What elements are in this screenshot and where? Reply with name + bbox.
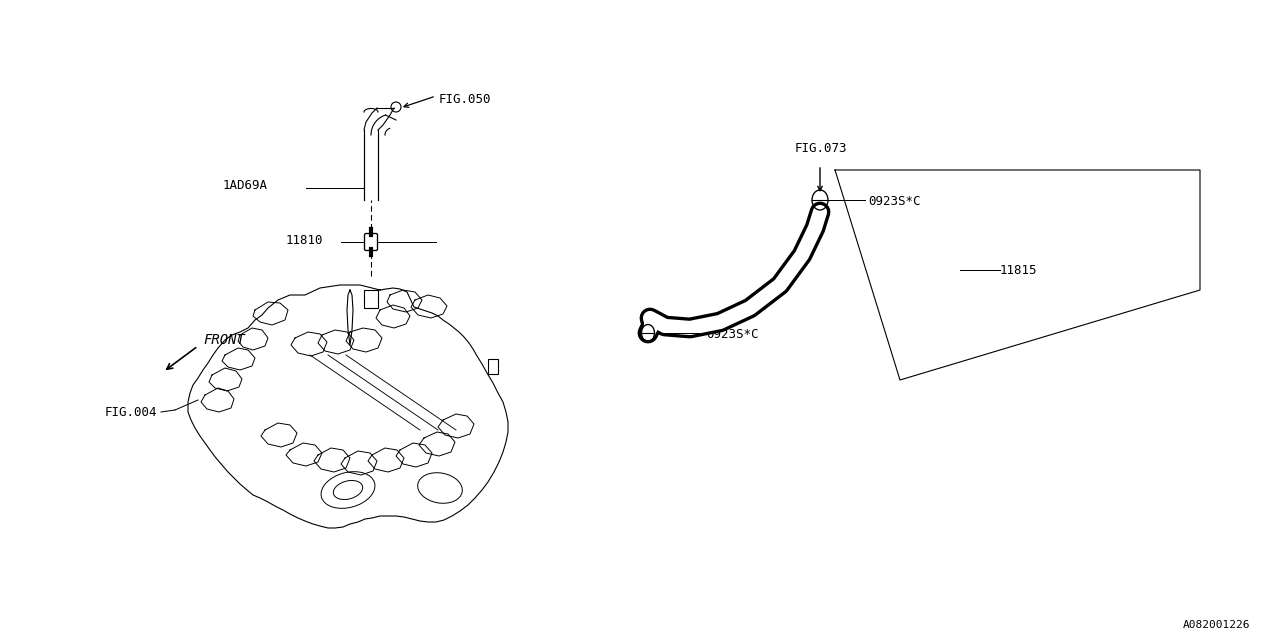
FancyBboxPatch shape bbox=[365, 234, 378, 250]
Text: 1AD69A: 1AD69A bbox=[223, 179, 268, 191]
Text: FIG.073: FIG.073 bbox=[795, 141, 847, 154]
Polygon shape bbox=[364, 130, 378, 200]
Polygon shape bbox=[188, 285, 508, 528]
FancyBboxPatch shape bbox=[364, 290, 378, 308]
Text: 11815: 11815 bbox=[1000, 264, 1038, 276]
Text: 0923S*C: 0923S*C bbox=[707, 328, 759, 340]
Text: 0923S*C: 0923S*C bbox=[868, 195, 920, 207]
Text: 11810: 11810 bbox=[285, 234, 324, 246]
Text: FIG.004: FIG.004 bbox=[105, 406, 157, 419]
Text: A082001226: A082001226 bbox=[1183, 620, 1251, 630]
FancyBboxPatch shape bbox=[488, 359, 498, 374]
Text: FIG.050: FIG.050 bbox=[439, 93, 492, 106]
Text: FRONT: FRONT bbox=[204, 333, 244, 347]
